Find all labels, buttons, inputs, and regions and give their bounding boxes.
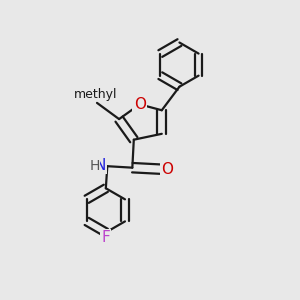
Text: H: H: [89, 159, 100, 172]
Text: methyl: methyl: [74, 88, 117, 101]
Text: F: F: [101, 230, 110, 245]
Text: O: O: [161, 162, 173, 177]
Text: N: N: [94, 158, 106, 173]
Text: O: O: [134, 97, 146, 112]
